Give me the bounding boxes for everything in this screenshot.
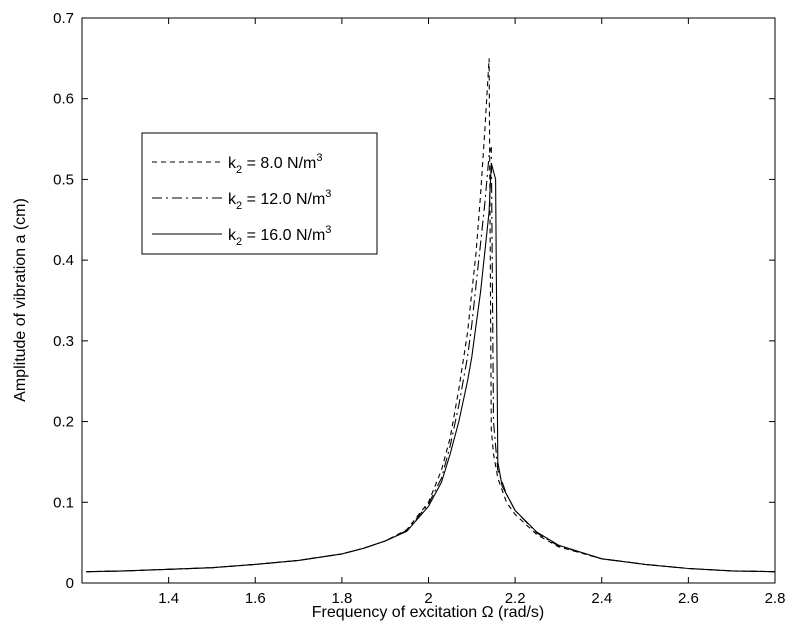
x-tick-label: 1.4 <box>158 590 179 607</box>
plot-area <box>81 17 776 584</box>
axis-ticks: 1.4 1.6 1.8 2 2.2 2.4 2.6 2.8 0 0.1 0.2 0.3 0.4 0.5 0.… <box>53 10 785 607</box>
legend-label-3: k2 = 16.0 N/m3 <box>228 224 331 248</box>
y-tick-label: 0.1 <box>53 494 74 511</box>
series-layer <box>86 58 776 573</box>
y-tick-label: 0.6 <box>53 91 74 108</box>
y-tick-label: 0 <box>66 575 74 592</box>
x-tick-label: 1.8 <box>331 590 352 607</box>
legend-label-1: k2 = 8.0 N/m3 <box>228 152 323 176</box>
x-tick-label: 2.4 <box>591 590 612 607</box>
x-tick-label: 2.8 <box>765 590 786 607</box>
series-line-3 <box>86 163 776 573</box>
x-tick-label: 2 <box>424 590 432 607</box>
x-tick-label: 1.6 <box>245 590 266 607</box>
y-tick-label: 0.3 <box>53 333 74 350</box>
y-tick-label: 0.5 <box>53 171 74 188</box>
x-axis-label: Frequency of excitation Ω (rad/s) <box>312 604 545 621</box>
y-axis-label: Amplitude of vibration a (cm) <box>12 198 29 402</box>
x-tick-label: 2.6 <box>678 590 699 607</box>
legend-label-2: k2 = 12.0 N/m3 <box>228 188 331 212</box>
y-tick-label: 0.4 <box>53 252 74 269</box>
legend: k2 = 8.0 N/m3 k2 = 12.0 N/m3 k2 = 16.0 N/m… <box>141 132 378 255</box>
y-tick-label: 0.7 <box>53 10 74 27</box>
y-tick-label: 0.2 <box>53 414 74 431</box>
x-tick-label: 2.2 <box>505 590 526 607</box>
